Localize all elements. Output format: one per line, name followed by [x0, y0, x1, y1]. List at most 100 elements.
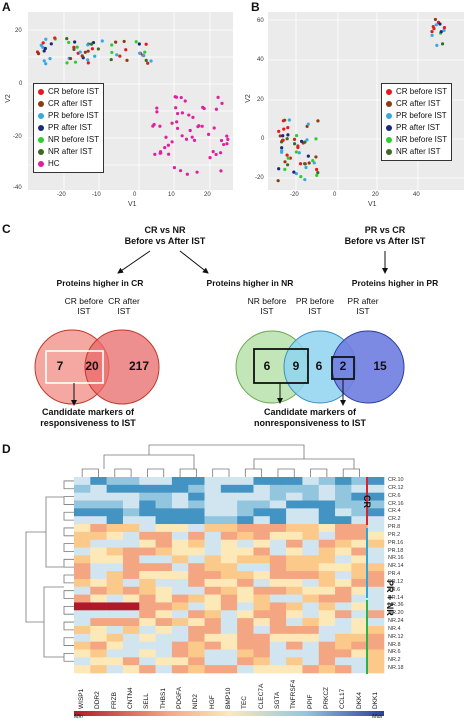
heatmap-cell	[351, 531, 368, 541]
heatmap-cell	[269, 625, 287, 635]
heatmap-cell	[318, 610, 336, 619]
heatmap-cell	[171, 563, 189, 572]
heatmap-cell	[286, 500, 303, 509]
legend-item: NR after IST	[38, 146, 99, 158]
heatmap-cell	[335, 610, 352, 619]
heatmap-cell	[155, 571, 173, 580]
heatmap-cell	[302, 594, 320, 603]
scatter-point	[86, 43, 90, 47]
heatmap-cell	[318, 657, 336, 666]
heatmap-svg	[25, 444, 385, 716]
scatter-point	[155, 110, 159, 114]
heatmap-cell	[155, 610, 173, 619]
heatmap-cell	[74, 649, 91, 658]
heatmap-cell	[188, 657, 205, 666]
heatmap-cell	[335, 571, 352, 580]
heatmap-cell	[188, 594, 205, 603]
scatter-point	[72, 45, 76, 49]
heatmap-cell	[351, 602, 368, 611]
heatmap-cell	[204, 649, 222, 658]
heatmap-cell	[74, 484, 91, 493]
heatmap-cell	[204, 492, 222, 501]
legend-item: CR before IST	[386, 86, 447, 98]
heatmap-cell	[171, 578, 189, 588]
scatter-point	[312, 161, 316, 165]
heatmap-cell	[367, 547, 385, 556]
scatter-point	[434, 23, 438, 27]
heatmap-cell	[237, 618, 254, 627]
heatmap-cell	[318, 602, 336, 611]
heatmap-cell	[139, 508, 156, 517]
scatter-point	[216, 95, 220, 99]
heatmap-cell	[269, 524, 287, 533]
heatmap-cell	[90, 531, 107, 541]
heatmap-cell	[318, 563, 336, 572]
a-ytick-2: -20	[13, 134, 22, 140]
venn2-e-count: 15	[373, 359, 387, 373]
heatmap-cell	[204, 633, 222, 642]
heatmap-cell	[90, 578, 107, 588]
scatter-point	[303, 162, 307, 166]
scatter-point	[277, 129, 281, 133]
heatmap-cell	[171, 649, 189, 658]
heatmap-cell	[90, 547, 107, 556]
b-ylabel: V2	[244, 94, 252, 103]
heatmap-cell	[204, 578, 222, 588]
scatter-point	[114, 40, 118, 44]
heatmap-cell	[237, 508, 254, 517]
c-higher-pr: Proteins higher in PR	[351, 278, 439, 288]
heatmap-cell	[318, 578, 336, 588]
venn2-a-count: 6	[263, 359, 271, 373]
heatmap-cell	[351, 555, 368, 564]
scatter-point	[75, 45, 79, 49]
venn2-c-count: 6	[315, 359, 323, 373]
heatmap-cell	[220, 665, 238, 674]
heatmap-cell	[286, 563, 303, 572]
heatmap-cell	[171, 633, 189, 642]
heatmap-cell	[122, 618, 140, 627]
heatmap-cell	[74, 602, 91, 611]
heatmap-cell	[335, 602, 352, 611]
heatmap-cell	[335, 649, 352, 658]
heatmap-cell	[106, 578, 124, 588]
heatmap-cell	[367, 500, 385, 509]
heatmap-cell	[155, 539, 173, 548]
heatmap-cell	[122, 633, 140, 642]
legend-label: HC	[48, 159, 60, 168]
legend-swatch	[38, 125, 44, 131]
scatter-point	[200, 124, 204, 128]
heatmap-cell	[106, 563, 124, 572]
scatter-point	[143, 50, 147, 54]
scatter-point	[158, 124, 162, 128]
heatmap-cell	[171, 657, 189, 666]
c-candidate-2: Candidate markers of nonresponsiveness t…	[253, 407, 367, 428]
heatmap-cell	[106, 477, 124, 486]
heatmap-cell	[335, 516, 352, 525]
heatmap-cell	[286, 586, 303, 595]
heatmap-cell	[335, 484, 352, 493]
heatmap-cell	[351, 539, 368, 548]
heatmap-cell	[302, 625, 320, 635]
heatmap-cell	[367, 665, 385, 674]
panel-c-graphics	[34, 250, 405, 406]
heatmap-cell	[269, 618, 287, 627]
heatmap-cell	[237, 610, 254, 619]
heatmap-row-label: CR.10	[388, 477, 404, 483]
scatter-point	[285, 153, 289, 157]
heatmap-cell	[188, 641, 205, 650]
heatmap-cell	[188, 508, 205, 517]
heatmap-cell	[237, 657, 254, 666]
b-ytick-1: 40	[257, 57, 264, 63]
heatmap-cell	[335, 657, 352, 666]
heatmap-cell	[139, 633, 156, 642]
heatmap-cell	[171, 500, 189, 509]
legend-label: CR before IST	[48, 87, 100, 96]
scatter-point	[110, 50, 114, 55]
heatmap-cell	[74, 492, 91, 501]
scatter-point	[134, 40, 138, 44]
heatmap-cell	[155, 625, 173, 635]
heatmap-cell	[106, 649, 124, 658]
heatmap-cell	[188, 649, 205, 658]
scatter-point	[225, 142, 229, 146]
heatmap-cell	[237, 625, 254, 635]
